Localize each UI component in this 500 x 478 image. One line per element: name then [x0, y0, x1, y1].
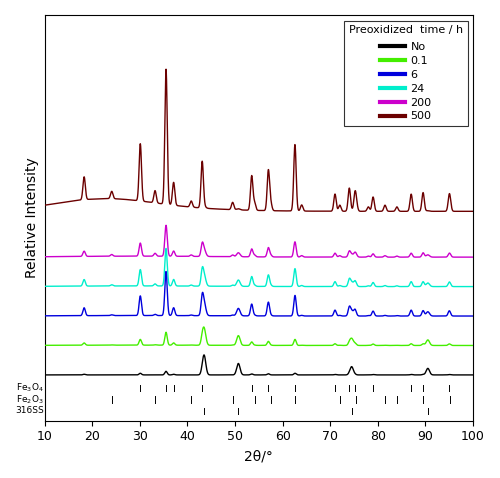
Y-axis label: Relative Intensity: Relative Intensity — [25, 157, 39, 278]
Text: Fe$_2$O$_3$: Fe$_2$O$_3$ — [16, 393, 44, 406]
X-axis label: 2θ/°: 2θ/° — [244, 449, 274, 463]
Text: Fe$_3$O$_4$: Fe$_3$O$_4$ — [16, 382, 44, 394]
Legend: No, 0.1, 6, 24, 200, 500: No, 0.1, 6, 24, 200, 500 — [344, 21, 468, 126]
Text: 316SS: 316SS — [15, 406, 44, 415]
